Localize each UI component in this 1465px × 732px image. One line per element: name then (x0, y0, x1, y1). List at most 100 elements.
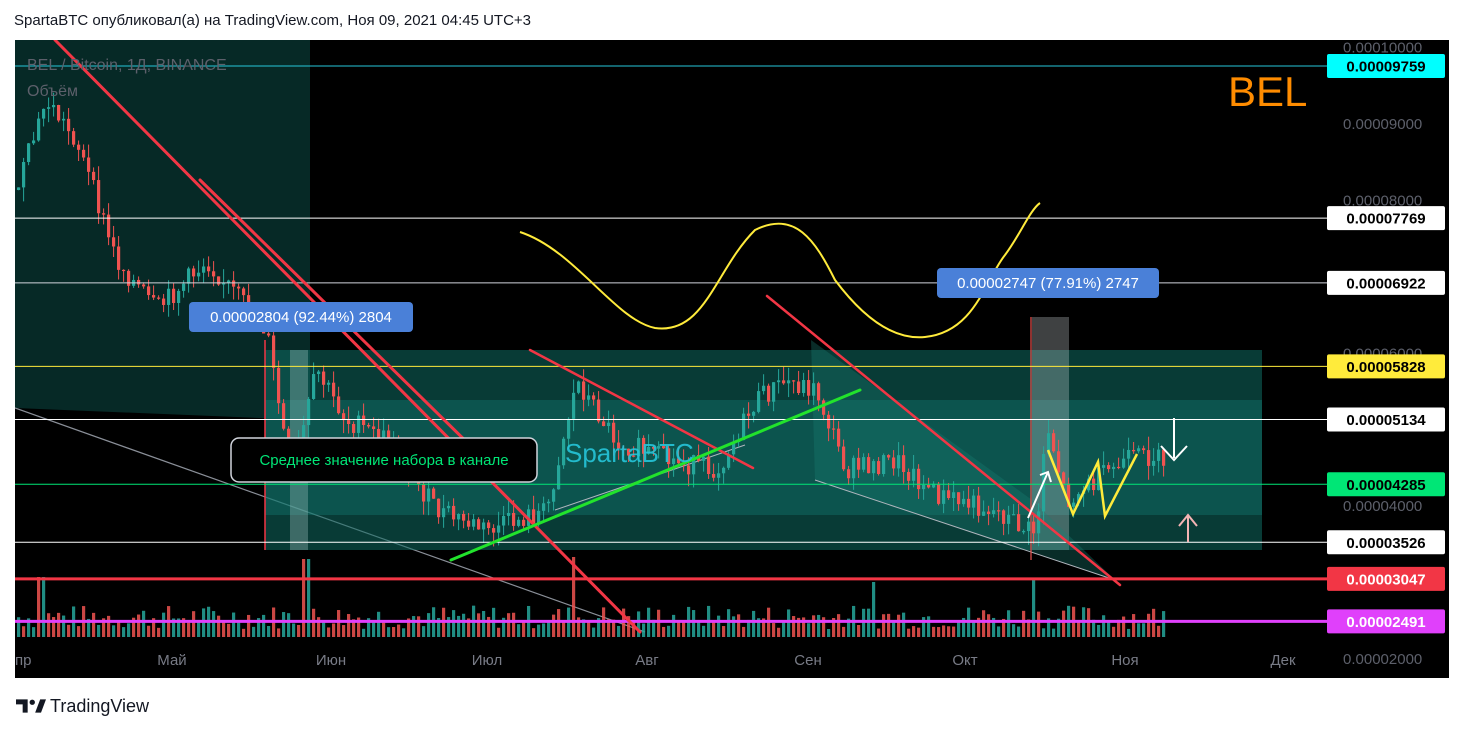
candle-body (657, 446, 661, 449)
volume-bar (387, 627, 391, 637)
candle-body (122, 269, 126, 272)
candle-body (92, 171, 96, 181)
volume-bar (1157, 625, 1161, 637)
volume-bar (92, 612, 96, 637)
volume-bar (232, 612, 236, 637)
candle-body (967, 498, 971, 508)
candle-body (202, 266, 206, 273)
volume-bar (127, 623, 131, 637)
candle-body (962, 498, 966, 505)
tradingview-brand-name: TradingView (50, 695, 150, 716)
volume-bar (747, 619, 751, 637)
candle-body (602, 421, 606, 427)
price-level-label: 0.00003526 (1346, 535, 1425, 552)
candle-body (712, 474, 716, 478)
arrow-up-pink-head (1178, 513, 1198, 527)
volume-bar (1057, 618, 1061, 637)
candle-body (1122, 458, 1126, 468)
candle-body (592, 395, 596, 400)
volume-bar (582, 619, 586, 637)
volume-bar (632, 620, 636, 637)
price-level-label: 0.00006922 (1346, 275, 1425, 292)
candle-body (652, 446, 656, 449)
candle-body (912, 468, 916, 481)
candle-body (467, 520, 471, 527)
candle-body (732, 442, 736, 455)
candle-body (1037, 511, 1041, 534)
volume-bar (367, 618, 371, 637)
candle-body (1137, 448, 1141, 452)
volume-bar (812, 615, 816, 637)
candle-body (162, 298, 166, 305)
volume-bar (637, 611, 641, 637)
volume-bar (762, 618, 766, 637)
candle-body (517, 519, 521, 526)
candle-body (617, 442, 621, 449)
candle-body (472, 519, 476, 527)
price-level-label: 0.00005828 (1346, 359, 1425, 376)
candle-body (762, 385, 766, 392)
candle-body (17, 187, 21, 190)
volume-bar (947, 626, 951, 637)
candle-body (302, 425, 306, 444)
candle-body (1007, 514, 1011, 524)
candle-body (862, 457, 866, 470)
volume-bar (522, 621, 526, 637)
volume-bar (1117, 619, 1121, 637)
candle-body (512, 512, 516, 526)
candle-body (972, 495, 976, 508)
candle-body (852, 457, 856, 479)
price-level-badge (1327, 54, 1445, 79)
candle-body (427, 488, 431, 502)
volume-bar (517, 624, 521, 637)
chart-canvas[interactable]: 0.000100000.000090000.000080000.00006000… (15, 40, 1449, 678)
volume-bar (847, 618, 851, 637)
volume-bar (427, 613, 431, 637)
volume-bar (792, 616, 796, 637)
candle-body (582, 381, 586, 400)
volume-bar (217, 615, 221, 637)
volume-bar (612, 619, 616, 637)
candle-body (432, 488, 436, 499)
volume-bar (447, 617, 451, 637)
volume-bar (1162, 611, 1166, 637)
candle-body (317, 371, 321, 375)
candle-body (827, 414, 831, 429)
volume-bar (1132, 614, 1136, 637)
chart-area[interactable]: 0.00010000 0.00009000 0.00008000 0.00006000… (15, 40, 1449, 678)
candle-body (62, 118, 66, 121)
candle-body (1072, 502, 1076, 507)
volume-bar (1047, 618, 1051, 637)
candle-body (1012, 514, 1016, 516)
candle-body (672, 458, 676, 465)
volume-bar (52, 617, 56, 637)
volume-bar (212, 611, 216, 637)
candle-body (1052, 433, 1056, 452)
measure-label-left: 0.00002804 (92.44%) 2804 (210, 309, 392, 326)
volume-bar (572, 557, 576, 637)
candle-body (637, 437, 641, 457)
volume-bar (142, 610, 146, 637)
x-tick-label: пр (15, 652, 31, 669)
candle-body (1102, 465, 1106, 468)
candle-body (267, 333, 271, 336)
volume-bar (997, 626, 1001, 637)
volume-bar (717, 615, 721, 637)
volume-bar (577, 617, 581, 637)
candle-body (497, 525, 501, 533)
volume-bar (322, 622, 326, 637)
candle-body (822, 400, 826, 415)
ticker-badge: BEL (1228, 68, 1307, 115)
volume-bar (732, 616, 736, 637)
candle-body (802, 380, 806, 394)
volume-bar (737, 614, 741, 637)
volume-bar (832, 617, 836, 637)
volume-bar (657, 609, 661, 637)
candle-body (662, 446, 666, 449)
candle-body (322, 371, 326, 385)
candle-body (357, 415, 361, 433)
volume-bar (1032, 579, 1036, 637)
volume-bar (227, 623, 231, 637)
volume-bar (742, 626, 746, 637)
price-level-label: 0.00002491 (1346, 614, 1425, 631)
